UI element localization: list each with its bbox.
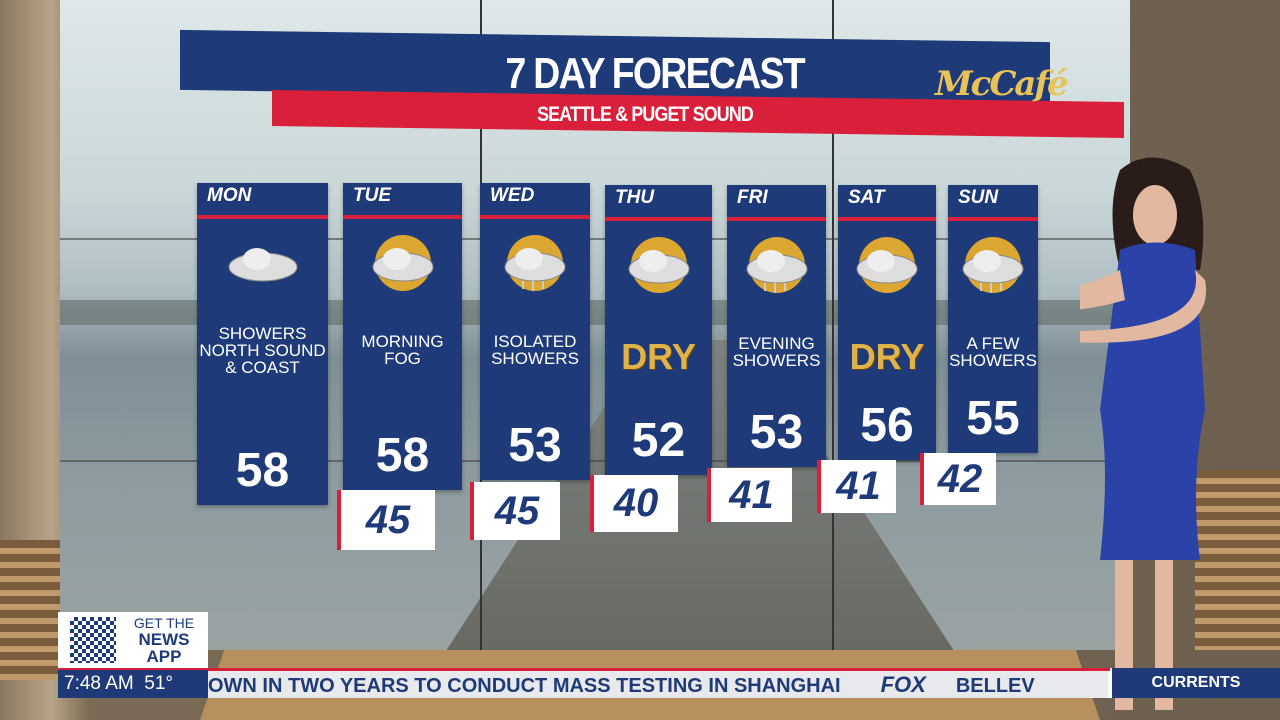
qr-code[interactable] (70, 617, 116, 663)
panel-seam (60, 460, 1130, 462)
high-temp: 53 (508, 419, 562, 472)
forecast-card-sun: SUN A FEW SHOWERS 55 (948, 185, 1038, 453)
sponsor-logo: McCafé (935, 64, 1069, 104)
divider (838, 217, 936, 221)
day-label: WED (490, 185, 535, 206)
condition-text: DRY (849, 336, 925, 377)
presenter (1080, 157, 1207, 710)
low-temp-sun: 42 (920, 453, 996, 505)
day-label: FRI (737, 187, 768, 208)
high-temp: 53 (749, 406, 804, 459)
condition-text: A FEW SHOWERS (949, 334, 1037, 370)
forecast-card-tue: TUE MORNING FOG 58 (343, 183, 462, 490)
forecast-title: 7 DAY FORECAST (505, 49, 806, 98)
showers-sun-icon (746, 237, 807, 293)
low-temp-fri: 41 (707, 468, 792, 522)
condition-text: ISOLATED SHOWERS (491, 332, 579, 368)
low-temp-wed: 45 (470, 482, 560, 540)
news-app-promo[interactable]: GET THE NEWS APP (58, 612, 208, 668)
crawl-next-text: BELLEV (955, 675, 1035, 697)
promo-text: GET THE NEWS APP (124, 615, 204, 666)
day-label: SAT (848, 187, 885, 208)
low-temp-sat: 41 (817, 460, 896, 513)
ticker-crawl: OWN IN TWO YEARS TO CONDUCT MASS TESTING… (208, 671, 1108, 698)
cloud-icon (228, 248, 297, 282)
divider (343, 215, 462, 219)
partly-cloudy-icon (856, 237, 918, 293)
forecast-card-fri: FRI EVENING SHOWERS 53 (727, 185, 826, 467)
clock-time: 7:48 AM (64, 673, 134, 694)
panel-seam (60, 238, 1130, 240)
promo-line2: NEWS (138, 630, 190, 649)
condition-text: MORNING FOG (361, 332, 444, 368)
day-label: SUN (958, 187, 999, 208)
day-label: MON (207, 185, 252, 206)
stone-wall (1195, 470, 1280, 650)
condition-text: DRY (621, 336, 696, 377)
forecast-card-sat: SAT DRY 56 (838, 185, 936, 460)
day-label: THU (615, 187, 655, 208)
divider (480, 215, 590, 219)
high-temp: 55 (966, 392, 1020, 445)
showers-sun-icon (962, 237, 1024, 293)
forecast-card-thu: THU DRY 52 (605, 185, 712, 475)
condition-text: SHOWERS NORTH SOUND & COAST (199, 324, 326, 377)
forecast-card-wed: WED ISOLATED SHOWERS 53 (480, 183, 590, 480)
high-temp: 56 (860, 399, 914, 452)
divider (197, 215, 328, 219)
high-temp: 52 (631, 414, 686, 467)
day-label: TUE (353, 185, 391, 206)
fog-sun-icon (372, 235, 433, 291)
forecast-card-mon: MON SHOWERS NORTH SOUND & COAST 58 (197, 183, 328, 505)
divider (948, 217, 1038, 221)
crawl-text: OWN IN TWO YEARS TO CONDUCT MASS TESTING… (208, 675, 841, 697)
promo-line3: APP (146, 647, 182, 666)
stone-wall (0, 540, 60, 680)
panel-seam (832, 0, 834, 650)
high-temp: 58 (235, 444, 290, 497)
low-temp-thu: 40 (590, 475, 678, 532)
time-temp: 7:48 AM 51° (58, 670, 208, 698)
showers-sun-icon (504, 235, 566, 291)
condition-text: EVENING SHOWERS (732, 334, 821, 370)
network-logo: FOX (880, 672, 926, 697)
divider (727, 217, 826, 221)
partly-cloudy-icon (628, 237, 689, 293)
segment-label: CURRENTS (1110, 668, 1280, 698)
low-temp-tue: 45 (337, 490, 435, 550)
promo-line1: GET THE (133, 615, 195, 631)
forecast-subtitle: SEATTLE & PUGET SOUND (537, 103, 754, 126)
divider (605, 217, 712, 221)
high-temp: 58 (375, 429, 430, 482)
current-temp: 51° (144, 673, 174, 694)
